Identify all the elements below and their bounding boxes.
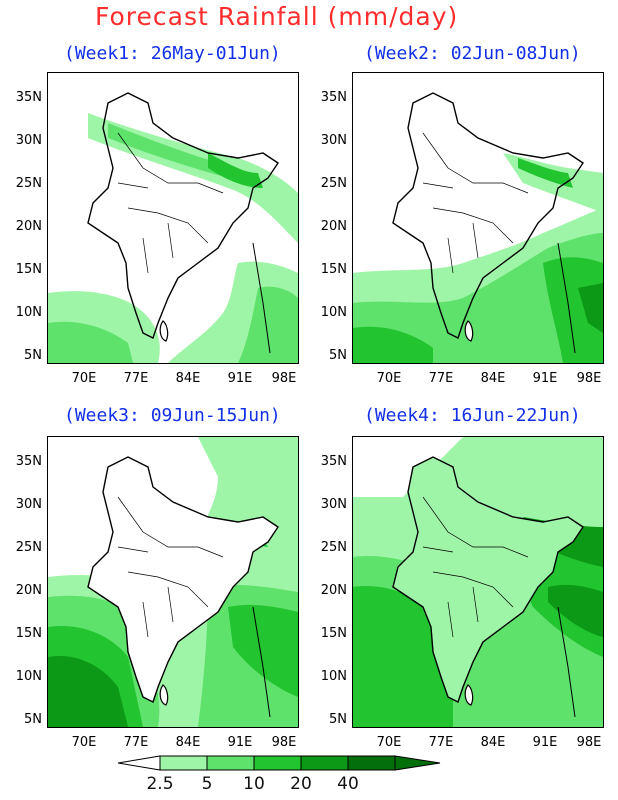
map-week3-svg (48, 437, 298, 727)
ylabel-30n: 30N (15, 497, 42, 512)
ylabel-5n: 5N (24, 712, 42, 727)
color-legend (117, 755, 441, 771)
xlabel-98e: 98E (271, 735, 297, 750)
xlabel-84e: 84E (480, 371, 506, 386)
xlabel-91e: 91E (227, 371, 253, 386)
xlabel-70e: 70E (71, 371, 97, 386)
legend-swatch-20-to-40 (300, 755, 349, 771)
map-week4-svg (353, 437, 603, 727)
xlabel-84e: 84E (175, 735, 201, 750)
ylabel-25n: 25N (320, 176, 347, 191)
xlabel-70e: 70E (376, 735, 402, 750)
xlabel-70e: 70E (376, 371, 402, 386)
xlabel-91e: 91E (532, 735, 558, 750)
xlabel-91e: 91E (227, 735, 253, 750)
ylabel-5n: 5N (329, 348, 347, 363)
ylabel-35n: 35N (320, 454, 347, 469)
ylabel-15n: 15N (15, 626, 42, 641)
ylabel-5n: 5N (329, 712, 347, 727)
ylabel-15n: 15N (15, 262, 42, 277)
ylabel-25n: 25N (320, 540, 347, 555)
ylabel-20n: 20N (15, 219, 42, 234)
ylabel-10n: 10N (320, 305, 347, 320)
figure-title: Forecast Rainfall (mm/day) (95, 2, 459, 31)
panel-title-week1: (Week1: 26May-01Jun) (64, 43, 281, 64)
panel-title-week4: (Week4: 16Jun-22Jun) (364, 405, 581, 426)
map-week1-svg (48, 73, 298, 363)
ylabel-25n: 25N (15, 176, 42, 191)
legend-tick-2-5: 2.5 (146, 774, 174, 794)
ylabel-30n: 30N (15, 133, 42, 148)
map-week2-svg (353, 73, 603, 363)
xlabel-77e: 77E (123, 735, 149, 750)
ylabel-10n: 10N (320, 669, 347, 684)
ylabel-20n: 20N (15, 583, 42, 598)
panel-title-week3: (Week3: 09Jun-15Jun) (64, 405, 281, 426)
legend-swatch-10-to-20 (253, 755, 302, 771)
xlabel-91e: 91E (532, 371, 558, 386)
xlabel-70e: 70E (71, 735, 97, 750)
ylabel-30n: 30N (320, 497, 347, 512)
legend-tick-20: 20 (290, 774, 312, 794)
ylabel-20n: 20N (320, 583, 347, 598)
ylabel-15n: 15N (320, 262, 347, 277)
legend-swatch-2-5-to-5 (159, 755, 208, 771)
xlabel-77e: 77E (428, 735, 454, 750)
legend-swatch-below-2-5 (117, 755, 161, 771)
legend-tick-5: 5 (201, 774, 213, 794)
legend-swatch-5-to-10 (206, 755, 255, 771)
legend-tick-10: 10 (243, 774, 265, 794)
ylabel-5n: 5N (24, 348, 42, 363)
legend-swatch-40-plus (347, 755, 396, 771)
legend-swatch-arrow (394, 755, 441, 771)
ylabel-35n: 35N (15, 454, 42, 469)
xlabel-84e: 84E (480, 735, 506, 750)
map-panel-week2 (352, 72, 604, 364)
map-panel-week4 (352, 436, 604, 728)
map-panel-week1 (47, 72, 299, 364)
ylabel-10n: 10N (15, 305, 42, 320)
ylabel-25n: 25N (15, 540, 42, 555)
xlabel-98e: 98E (271, 371, 297, 386)
xlabel-77e: 77E (123, 371, 149, 386)
legend-tick-40: 40 (337, 774, 359, 794)
map-panel-week3 (47, 436, 299, 728)
xlabel-77e: 77E (428, 371, 454, 386)
xlabel-98e: 98E (576, 371, 602, 386)
ylabel-30n: 30N (320, 133, 347, 148)
xlabel-98e: 98E (576, 735, 602, 750)
panel-title-week2: (Week2: 02Jun-08Jun) (364, 43, 581, 64)
ylabel-20n: 20N (320, 219, 347, 234)
xlabel-84e: 84E (175, 371, 201, 386)
ylabel-10n: 10N (15, 669, 42, 684)
ylabel-35n: 35N (320, 90, 347, 105)
ylabel-35n: 35N (15, 90, 42, 105)
ylabel-15n: 15N (320, 626, 347, 641)
